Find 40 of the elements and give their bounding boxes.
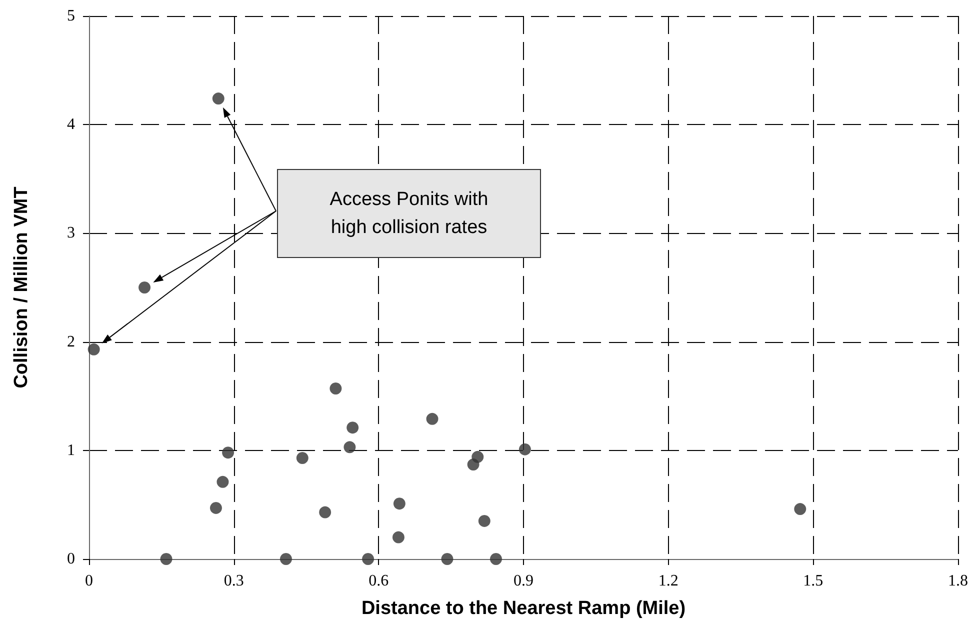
point [210,502,222,514]
x-tick-label: 1.2 [658,572,678,590]
x-tick-label: 1.8 [948,572,968,590]
point [344,441,356,454]
point [392,531,404,544]
x-tick-label: 0.3 [224,572,244,590]
point [212,92,224,105]
point [319,506,332,518]
point [490,553,502,565]
point [518,443,531,456]
y-tick-label: 1 [67,442,75,459]
callout-box: Access Ponits with high collision rates [277,169,541,258]
point [346,422,359,434]
x-tick-label: 0 [85,572,93,590]
point [794,503,806,516]
point [472,450,484,463]
point [280,553,292,565]
point [441,553,454,565]
x-tick-label: 1.5 [803,572,824,590]
point [138,282,151,294]
point [330,382,342,394]
point [478,514,490,527]
point [296,452,308,464]
point [88,343,100,356]
y-axis-title: Collision / Million VMT [11,186,32,388]
point [426,412,438,425]
y-tick-label: 5 [67,8,75,24]
x-tick-label: 0.6 [368,572,389,590]
y-tick-label: 3 [67,224,75,242]
point [216,476,229,488]
y-tick-label: 4 [67,116,75,134]
x-axis-title: Distance to the Nearest Ramp (Mile) [361,598,686,619]
y-tick-label: 2 [67,333,75,350]
annotation: Access Ponits with high collision rates [328,188,490,240]
point [393,498,406,510]
x-tick-label: 0.9 [514,572,534,590]
point [222,446,234,459]
point [160,553,172,565]
y-tick-label: 0 [67,550,75,568]
point [362,553,374,565]
